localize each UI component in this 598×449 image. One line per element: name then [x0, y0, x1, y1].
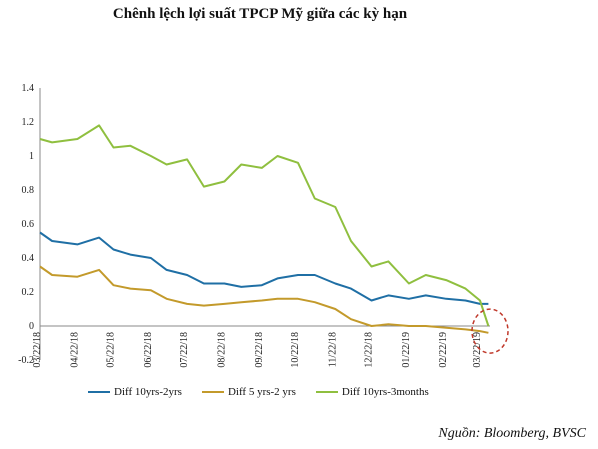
chart-title: Chênh lệch lợi suất TPCP Mỹ giữa các kỳ …	[112, 6, 408, 22]
x-tick-label: 09/22/18	[254, 332, 265, 368]
legend-item-5yrs-2yrs: Diff 5 yrs-2 yrs	[201, 386, 296, 398]
series-line	[39, 265, 489, 334]
x-tick-label: 10/22/18	[290, 332, 301, 368]
x-tick-label: 04/22/18	[69, 332, 80, 368]
y-tick-label: 0.4	[22, 253, 35, 264]
inversion-highlight-circle	[471, 308, 509, 354]
y-tick-label: 1.4	[22, 83, 35, 94]
x-tick-label: 03/22/19	[472, 332, 483, 368]
x-tick-label: 07/22/18	[179, 332, 190, 368]
x-tick-labels: 03/22/18 04/22/18 05/22/18 06/22/18 07/22/18…	[32, 332, 483, 368]
y-tick-label: -0.2	[18, 355, 34, 366]
legend-swatch	[315, 391, 338, 393]
y-tick-label: 0.2	[22, 287, 35, 298]
series-line	[39, 124, 490, 327]
legend-label: Diff 10yrs-3months	[341, 386, 429, 398]
x-tick-label: 02/22/19	[438, 332, 449, 368]
series-line	[39, 231, 489, 305]
y-tick-label: 1.2	[22, 117, 35, 128]
y-tick-labels: -0.2 0 0.2 0.4 0.6 0.8 1 1.2 1.4	[18, 83, 34, 366]
legend-label: Diff 5 yrs-2 yrs	[227, 386, 296, 398]
y-tick-label: 0	[29, 321, 34, 332]
x-tick-label: 01/22/19	[401, 332, 412, 368]
x-tick-label: 08/22/18	[216, 332, 227, 368]
y-tick-label: 0.8	[22, 185, 35, 196]
source-note: Nguồn: Bloomberg, BVSC	[438, 426, 586, 441]
x-tick-label: 05/22/18	[106, 332, 117, 368]
legend-swatch	[88, 391, 110, 393]
legend-swatch	[201, 391, 224, 393]
legend-label: Diff 10yrs-2yrs	[114, 386, 182, 398]
legend-item-10yrs-3months: Diff 10yrs-3months	[315, 386, 429, 398]
x-tick-label: 06/22/18	[143, 332, 154, 368]
legend-item-10yrs-2yrs: Diff 10yrs-2yrs	[88, 386, 182, 398]
legend: Diff 10yrs-2yrs Diff 5 yrs-2 yrs Diff 10…	[88, 386, 429, 398]
y-tick-label: 1	[29, 151, 34, 162]
series-lines	[39, 124, 490, 334]
x-tick-label: 11/22/18	[327, 332, 338, 367]
x-tick-label: 03/22/18	[32, 332, 43, 368]
x-tick-label: 12/22/18	[364, 332, 375, 368]
y-tick-label: 0.6	[22, 219, 35, 230]
